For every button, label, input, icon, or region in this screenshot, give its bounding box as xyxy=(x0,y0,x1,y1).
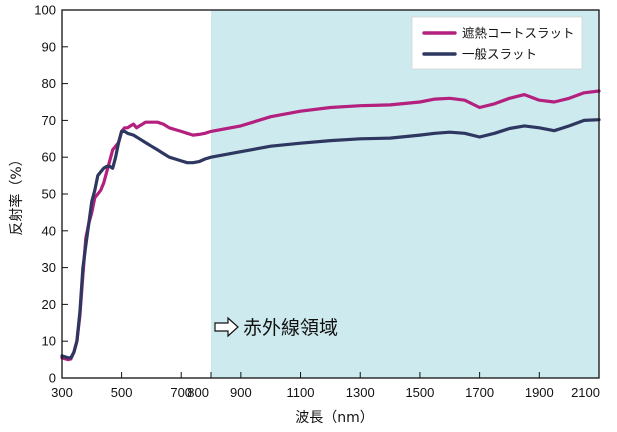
series-line-heat-coat xyxy=(60,89,601,362)
x-tick-label-2100-right: 2100 xyxy=(571,385,600,400)
x-tick-label-500-left: 500 xyxy=(111,385,133,400)
x-tick-label-1900-right: 1900 xyxy=(525,385,554,400)
y-tick-label-80: 80 xyxy=(42,76,56,91)
infrared-region-label: 赤外線領域 xyxy=(243,317,338,339)
y-tick-label-40: 40 xyxy=(42,223,56,238)
y-tick-label-70: 70 xyxy=(42,113,56,128)
y-axis-title: 反射率（%） xyxy=(8,152,25,235)
axis-ticks xyxy=(61,9,600,379)
series-lines xyxy=(60,89,601,362)
y-tick-label-50: 50 xyxy=(42,187,56,202)
x-axis-title: 波長（nm） xyxy=(295,410,374,426)
x-tick-label-300-left: 300 xyxy=(51,385,73,400)
y-tick-label-100: 100 xyxy=(34,3,56,18)
y-tick-label-10: 10 xyxy=(42,334,56,349)
legend-label-heat-coat: 遮熱コートスラット xyxy=(462,26,575,41)
x-tick-label-1300-right: 1300 xyxy=(346,385,375,400)
y-tick-label-20: 20 xyxy=(42,297,56,312)
legend-label-standard: 一般スラット xyxy=(462,47,537,62)
infrared-annotation: 赤外線領域 xyxy=(214,316,338,339)
x-tick-label-1100-right: 1100 xyxy=(287,385,315,400)
x-tick-label-1500-right: 1500 xyxy=(405,385,434,400)
y-tick-label-0: 0 xyxy=(49,371,56,386)
legend-box xyxy=(411,16,583,70)
x-tick-label-1700-right: 1700 xyxy=(465,385,494,400)
infrared-region xyxy=(211,10,599,378)
x-tick-label-700-left: 700 xyxy=(170,385,192,400)
legend: 遮熱コートスラット 一般スラット xyxy=(411,16,583,70)
series-line-standard xyxy=(60,118,601,360)
y-tick-label-60: 60 xyxy=(42,150,56,165)
y-tick-labels: 0 10 20 30 40 50 60 70 80 90 100 xyxy=(34,3,56,386)
right-arrow-icon xyxy=(214,316,239,338)
y-tick-label-30: 30 xyxy=(42,260,56,275)
x-tick-label-800-left: 800 xyxy=(187,385,209,400)
y-tick-label-90: 90 xyxy=(42,39,56,54)
x-tick-label-900-right: 900 xyxy=(230,385,252,400)
infrared-region-shading xyxy=(211,10,599,378)
